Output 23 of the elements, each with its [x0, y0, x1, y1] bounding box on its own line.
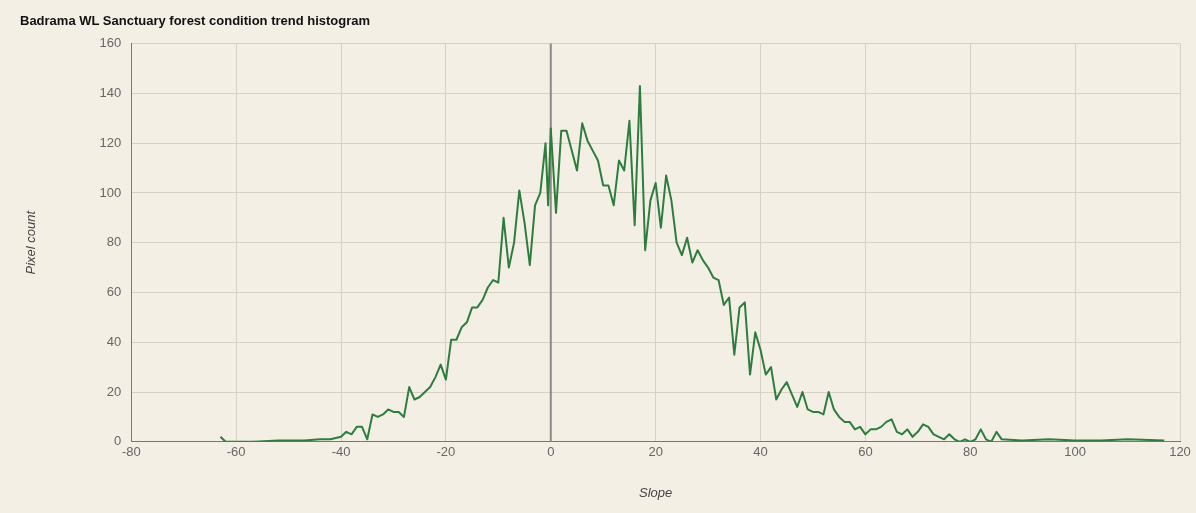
y-tick-label: 100 [99, 184, 122, 200]
x-tick-label: 120 [1169, 444, 1191, 460]
x-tick-label: 20 [648, 444, 663, 460]
x-tick-label: -80 [121, 444, 141, 460]
x-tick-label: 40 [753, 444, 768, 460]
y-tick-label: 0 [114, 433, 122, 449]
y-tick-label: 120 [99, 134, 122, 150]
chart-title: Badrama WL Sanctuary forest condition trend histogram [20, 13, 371, 29]
y-tick-label: 60 [106, 284, 122, 300]
y-tick-label: 20 [106, 383, 122, 399]
x-tick-label: 0 [547, 444, 555, 460]
x-tick-label: -60 [226, 444, 246, 460]
y-tick-label: 40 [106, 333, 122, 349]
y-tick-label: 140 [99, 84, 122, 100]
x-tick-label: 100 [1064, 444, 1086, 460]
x-tick-label: 80 [963, 444, 978, 460]
x-axis-title: Slope [639, 484, 673, 500]
y-tick-label: 80 [106, 234, 122, 250]
x-tick-label: -20 [436, 444, 456, 460]
x-tick-label: -40 [331, 444, 351, 460]
y-axis-title: Pixel count [23, 209, 39, 275]
y-tick-label: 160 [99, 35, 122, 51]
x-tick-label: 60 [858, 444, 873, 460]
